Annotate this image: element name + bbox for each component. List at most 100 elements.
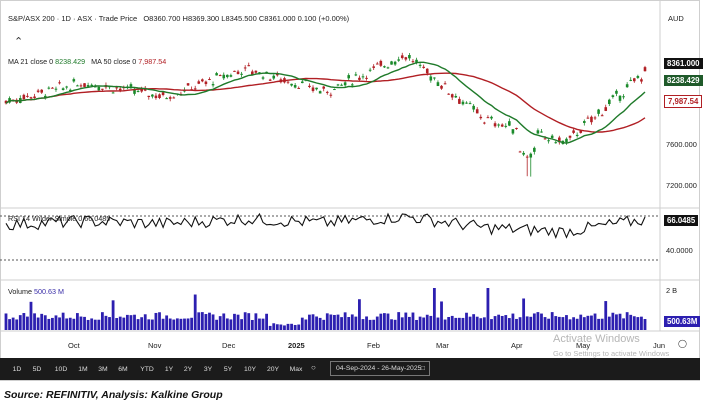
calendar-icon[interactable]: □ [420,365,425,372]
volume-bar [604,301,608,330]
candle-body [161,92,165,95]
candle-body [368,69,372,71]
range-button-5d[interactable]: 5D [32,366,42,373]
candle-body [186,83,190,86]
volume-bar [283,325,286,330]
candle-body [390,61,393,65]
volume-bar [407,316,411,330]
chart-svg[interactable] [0,0,714,381]
candle-body [226,74,229,78]
candle-body [308,85,311,88]
currency-label: AUD [668,14,684,23]
range-button-max[interactable]: Max [289,366,303,373]
candle-body [565,138,568,143]
candle-body [218,75,222,77]
custom-range-icon[interactable]: ○ [311,363,316,372]
volume-bar [561,317,565,330]
candle-body [129,84,133,87]
volume-bar [611,312,615,330]
candle-body [268,79,272,81]
volume-bar [243,312,247,330]
candle-body [272,75,276,79]
volume-bar [200,312,204,330]
volume-bar [554,316,558,330]
volume-bar [511,313,515,330]
range-button-2y[interactable]: 2Y [183,366,193,373]
range-button-10y[interactable]: 10Y [243,366,257,373]
range-button-3m[interactable]: 3M [98,366,108,373]
range-button-20y[interactable]: 20Y [266,366,280,373]
chevron-up-icon[interactable]: ⌃ [14,36,24,48]
settings-circle-icon[interactable]: ◯ [678,339,687,348]
date-range-field[interactable]: 04-Sep-2024 - 26-May-2025 □ [330,361,430,376]
ohlc-readout: O8360.700 H8369.300 L8345.500 C8361.000 … [143,14,350,23]
candle-body [461,101,465,105]
volume-bar [265,313,268,330]
volume-bar [486,288,490,330]
volume-bar [386,313,390,330]
candle-body [318,91,322,94]
candle-body [26,95,29,97]
candle-body [540,131,543,133]
candle-body [354,74,358,76]
volume-bar [493,316,497,330]
candle-body [472,105,475,110]
candle-body [215,73,218,76]
range-button-5y[interactable]: 5Y [223,366,233,373]
candle-body [258,72,261,74]
range-button-1d[interactable]: 1D [12,366,22,373]
candle-body [397,59,400,61]
volume-bar [75,313,79,330]
candle-body [197,81,201,84]
candle-body [47,87,51,89]
ma21-tag: 8238.429 [664,75,703,86]
volume-bar [515,318,518,330]
volume-legend: Volume 500.63 M [8,287,64,296]
volume-bar [11,317,15,330]
candle-body [347,75,351,79]
candle-body [500,124,504,127]
candle-body [415,59,418,63]
range-button-6m[interactable]: 6M [118,366,128,373]
range-button-3y[interactable]: 3Y [203,366,213,373]
volume-bar [490,319,493,330]
volume-bar [179,318,183,330]
volume-bar [104,315,108,330]
last-price-tag: 8361.000 [664,58,703,69]
volume-bar [550,312,554,330]
candle-body [208,78,211,80]
volume-bar [575,318,579,330]
volume-bar [186,318,190,330]
range-button-ytd[interactable]: YTD [140,366,154,373]
volume-bar [507,318,511,330]
range-button-10d[interactable]: 10D [54,366,68,373]
volume-bar [158,312,161,330]
volume-bar [72,318,76,330]
volume-bar [47,318,51,330]
candle-body [632,78,636,82]
volume-bar [447,317,451,330]
candle-body [593,117,597,119]
volume-bar [304,319,308,330]
candle-body [475,109,479,114]
volume-bar [268,325,272,330]
volume-bar [454,317,458,330]
candle-body [133,88,136,94]
volume-bar [350,314,354,330]
volume-bar [250,319,254,330]
candle-body [290,83,293,86]
candle-body [386,67,390,69]
volume-bar [286,323,290,330]
volume-bar [208,312,211,330]
volume-bar [254,313,258,330]
candle-body [350,84,354,86]
candle-body [343,82,347,86]
candle-body [575,134,579,136]
range-button-1y[interactable]: 1Y [164,366,174,373]
candle-body [443,83,447,85]
volume-bar [40,313,44,330]
range-button-1m[interactable]: 1M [78,366,88,373]
volume-bar [211,314,215,330]
volume-bar [297,324,301,330]
candle-body [297,87,301,89]
